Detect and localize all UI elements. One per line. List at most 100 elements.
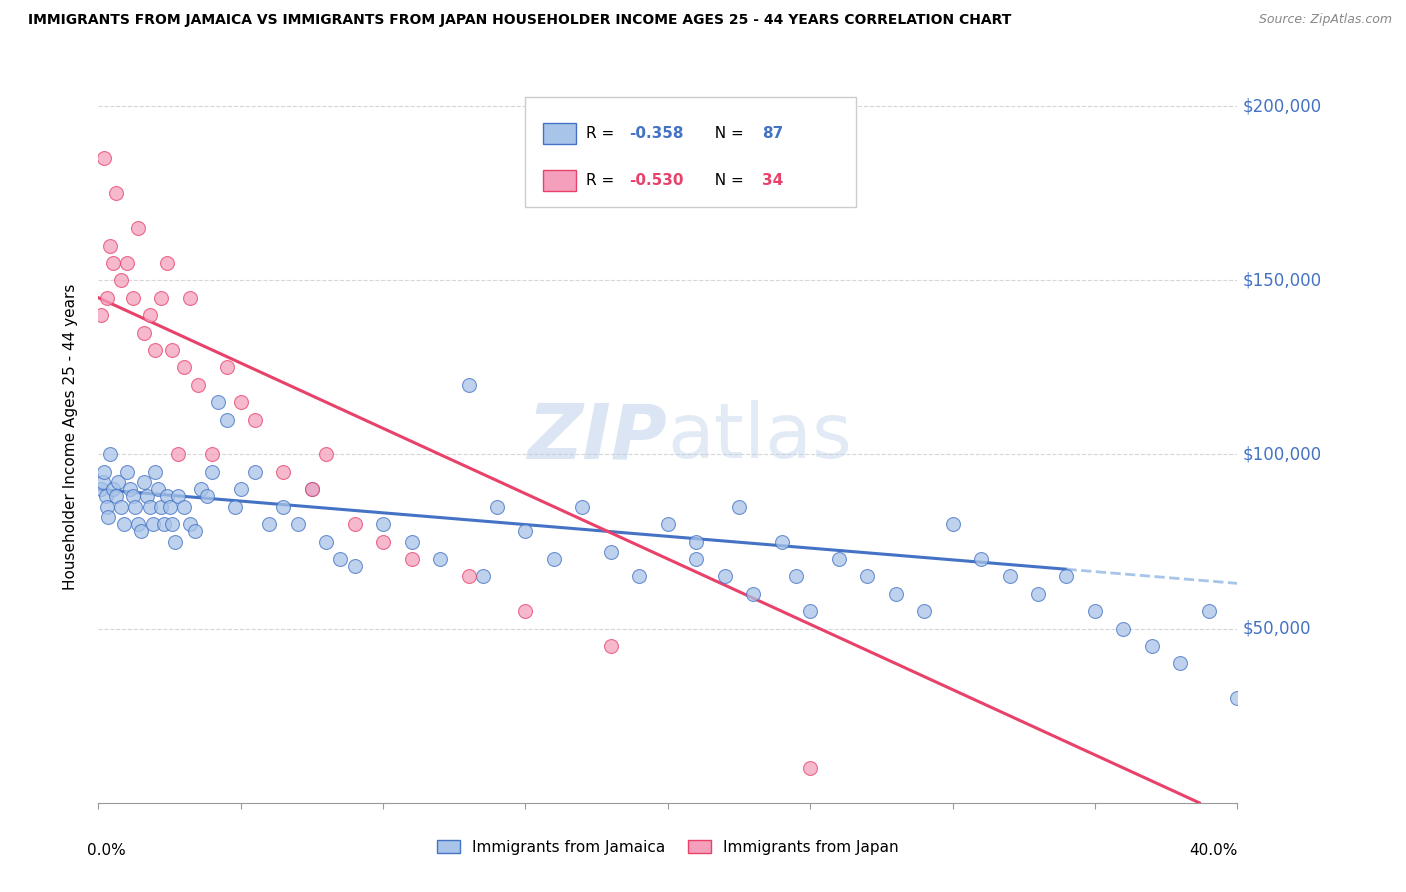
Text: N =: N = — [706, 173, 749, 188]
Point — [138, 308, 160, 322]
Point — [153, 517, 176, 532]
Point — [371, 534, 394, 549]
Point — [1112, 622, 1135, 636]
Text: N =: N = — [706, 126, 749, 141]
Point — [179, 291, 201, 305]
Text: $50,000: $50,000 — [1243, 620, 1312, 638]
Point — [97, 510, 120, 524]
Text: 87: 87 — [762, 126, 783, 141]
Point — [110, 500, 132, 514]
Point — [287, 517, 309, 532]
Point — [912, 604, 935, 618]
Point — [785, 569, 807, 583]
Text: 40.0%: 40.0% — [1189, 843, 1237, 858]
Point — [998, 569, 1021, 583]
Point — [118, 483, 141, 497]
Point — [112, 517, 135, 532]
Point — [1084, 604, 1107, 618]
Point — [145, 465, 167, 479]
Point — [714, 569, 737, 583]
Text: IMMIGRANTS FROM JAMAICA VS IMMIGRANTS FROM JAPAN HOUSEHOLDER INCOME AGES 25 - 44: IMMIGRANTS FROM JAMAICA VS IMMIGRANTS FR… — [28, 13, 1011, 28]
Point — [1056, 569, 1078, 583]
Point — [162, 343, 184, 357]
Point — [229, 395, 252, 409]
Point — [315, 534, 337, 549]
Point — [799, 604, 821, 618]
Text: ZIP: ZIP — [529, 401, 668, 474]
Point — [127, 221, 149, 235]
Point — [201, 448, 224, 462]
Text: 0.0%: 0.0% — [87, 843, 125, 858]
Text: -0.358: -0.358 — [628, 126, 683, 141]
Point — [1170, 657, 1192, 671]
Point — [728, 500, 751, 514]
Point — [91, 475, 114, 490]
Text: $200,000: $200,000 — [1243, 97, 1322, 115]
Point — [156, 489, 179, 503]
Point — [138, 500, 160, 514]
Point — [273, 465, 295, 479]
Text: $150,000: $150,000 — [1243, 271, 1322, 289]
FancyBboxPatch shape — [526, 97, 856, 207]
Point — [1198, 604, 1220, 618]
Point — [799, 761, 821, 775]
Point — [259, 517, 281, 532]
Point — [1312, 743, 1334, 757]
Point — [856, 569, 879, 583]
Point — [179, 517, 201, 532]
Point — [243, 412, 266, 426]
Point — [167, 489, 190, 503]
Point — [243, 465, 266, 479]
Point — [135, 489, 157, 503]
Point — [457, 377, 479, 392]
Point — [115, 256, 138, 270]
Point — [215, 412, 238, 426]
Point — [104, 186, 127, 201]
Point — [515, 524, 537, 538]
Point — [685, 552, 707, 566]
Point — [685, 534, 707, 549]
Point — [165, 534, 187, 549]
Point — [96, 500, 118, 514]
Point — [167, 448, 190, 462]
Point — [101, 483, 124, 497]
Text: Source: ZipAtlas.com: Source: ZipAtlas.com — [1258, 13, 1392, 27]
Point — [224, 500, 246, 514]
Point — [1226, 691, 1249, 706]
Point — [401, 552, 423, 566]
Point — [429, 552, 451, 566]
Point — [301, 483, 323, 497]
Point — [770, 534, 793, 549]
Text: R =: R = — [586, 126, 619, 141]
Point — [195, 489, 218, 503]
Point — [127, 517, 149, 532]
Point — [124, 500, 146, 514]
Point — [141, 517, 163, 532]
Point — [1026, 587, 1049, 601]
Point — [132, 475, 155, 490]
Point — [401, 534, 423, 549]
Point — [148, 483, 170, 497]
Point — [942, 517, 965, 532]
Point — [628, 569, 651, 583]
Text: atlas: atlas — [668, 401, 852, 474]
Y-axis label: Householder Income Ages 25 - 44 years: Householder Income Ages 25 - 44 years — [63, 284, 77, 591]
Point — [1284, 726, 1306, 740]
Point — [115, 465, 138, 479]
Point — [90, 483, 112, 497]
Point — [229, 483, 252, 497]
Point — [970, 552, 993, 566]
Text: 34: 34 — [762, 173, 783, 188]
Legend: Immigrants from Jamaica, Immigrants from Japan: Immigrants from Jamaica, Immigrants from… — [430, 834, 905, 861]
Point — [121, 489, 143, 503]
Point — [184, 524, 207, 538]
Point — [515, 604, 537, 618]
Point — [96, 291, 118, 305]
Point — [371, 517, 394, 532]
Point — [343, 558, 366, 573]
Point — [1254, 708, 1277, 723]
Point — [90, 308, 112, 322]
Point — [110, 273, 132, 287]
Point — [1140, 639, 1163, 653]
Point — [107, 475, 129, 490]
